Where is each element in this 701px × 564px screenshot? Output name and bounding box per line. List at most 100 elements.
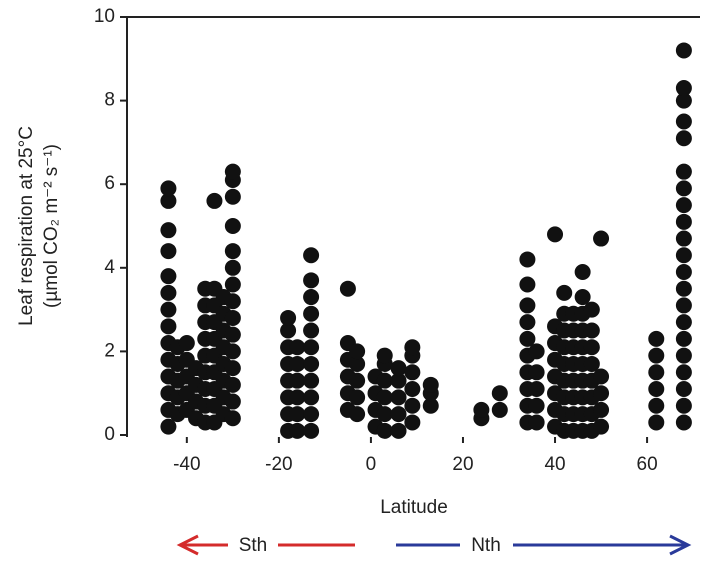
point <box>528 364 545 381</box>
x-axis-label: Latitude <box>380 497 448 518</box>
point <box>519 314 536 331</box>
point <box>160 418 177 435</box>
point <box>160 180 177 197</box>
y-tick-label: 8 <box>104 90 115 111</box>
point <box>404 381 421 398</box>
point <box>349 372 366 389</box>
south-label: Sth <box>239 535 268 556</box>
point <box>528 397 545 414</box>
point <box>675 397 692 414</box>
point <box>303 322 320 339</box>
point <box>376 389 393 406</box>
x-tick-label: 0 <box>366 454 377 475</box>
point <box>289 355 306 372</box>
point <box>289 372 306 389</box>
x-tick-label: 40 <box>544 454 565 475</box>
point <box>593 418 610 435</box>
point <box>593 401 610 418</box>
point <box>303 406 320 423</box>
point <box>390 389 407 406</box>
point <box>224 259 241 276</box>
point <box>160 268 177 285</box>
point <box>280 309 297 326</box>
point <box>280 322 297 339</box>
x-tick-label: -20 <box>265 454 292 475</box>
point <box>473 401 490 418</box>
point <box>675 263 692 280</box>
point <box>675 347 692 364</box>
point <box>376 422 393 439</box>
point <box>675 314 692 331</box>
point <box>675 113 692 130</box>
point <box>675 213 692 230</box>
point <box>303 289 320 306</box>
point <box>593 368 610 385</box>
point <box>224 293 241 310</box>
point <box>404 397 421 414</box>
point <box>583 301 600 318</box>
point <box>224 218 241 234</box>
point <box>675 230 692 247</box>
point <box>528 414 545 431</box>
y-axis-label: (µmol CO₂ m⁻² s⁻¹) <box>41 144 62 308</box>
point <box>547 226 564 243</box>
point <box>224 376 241 393</box>
point <box>648 330 665 347</box>
point <box>349 406 366 423</box>
point <box>289 339 306 356</box>
point <box>491 385 508 402</box>
point <box>675 330 692 347</box>
point <box>675 364 692 381</box>
point <box>519 297 536 314</box>
point <box>519 276 536 293</box>
point <box>422 376 439 393</box>
point <box>206 192 223 209</box>
point <box>648 347 665 364</box>
point <box>648 414 665 431</box>
point <box>519 251 536 268</box>
point <box>675 197 692 214</box>
point <box>528 343 545 360</box>
point <box>593 230 610 247</box>
point <box>160 284 177 301</box>
point <box>303 247 320 264</box>
point <box>648 381 665 398</box>
point <box>574 289 591 306</box>
point <box>404 339 421 356</box>
point <box>583 355 600 372</box>
point <box>160 192 177 209</box>
point <box>675 180 692 197</box>
point <box>583 322 600 339</box>
point <box>675 414 692 431</box>
point <box>491 401 508 418</box>
point <box>303 305 320 322</box>
point <box>574 263 591 280</box>
point <box>376 406 393 423</box>
point <box>349 343 366 360</box>
point <box>303 389 320 406</box>
point <box>528 381 545 398</box>
point <box>390 422 407 439</box>
point <box>648 364 665 381</box>
point <box>675 92 692 109</box>
point <box>675 381 692 398</box>
point <box>303 372 320 389</box>
point <box>224 243 241 260</box>
point <box>160 243 177 260</box>
point <box>675 247 692 264</box>
point <box>178 335 195 352</box>
point <box>404 364 421 381</box>
point <box>675 297 692 314</box>
x-tick-label: 20 <box>452 454 473 475</box>
point <box>556 284 573 301</box>
point <box>224 393 241 410</box>
point <box>349 389 366 406</box>
y-tick-label: 4 <box>104 257 115 278</box>
point <box>422 397 439 414</box>
point <box>224 163 241 180</box>
point <box>583 339 600 356</box>
point <box>376 372 393 389</box>
point <box>675 42 692 59</box>
point <box>224 360 241 377</box>
